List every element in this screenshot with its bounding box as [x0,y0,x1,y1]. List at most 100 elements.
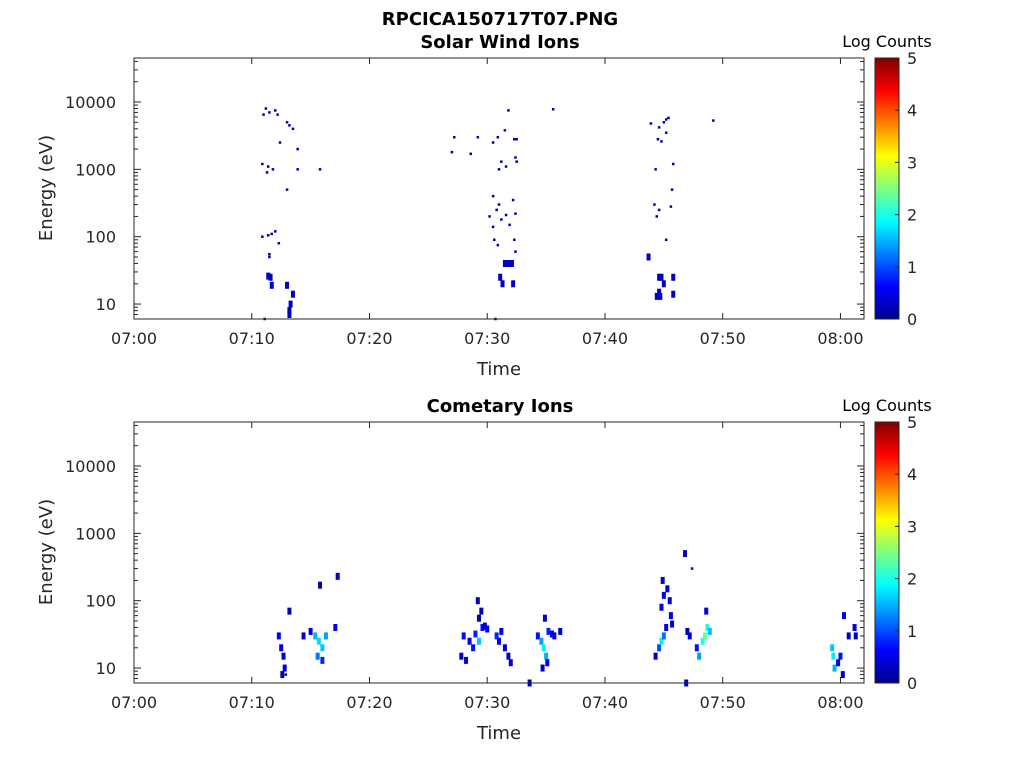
colorbar-label: Log Counts [842,32,932,51]
x-tick-label: 07:40 [582,329,628,348]
heatmap-cell [653,652,658,660]
heatmap-cell [697,652,702,660]
heatmap-cell [318,581,323,589]
heatmap-cell [659,637,664,645]
heatmap-cell [473,630,478,638]
heatmap-cell [670,620,675,628]
heatmap-cell [506,652,511,660]
heatmap-cell [491,141,495,144]
heatmap-cell [707,627,712,635]
heatmap-cell [515,137,518,141]
colorbar-tick-label: 5 [907,49,917,68]
heatmap-cell [461,632,466,640]
heatmap-cell [502,644,507,652]
heatmap-cell [694,644,699,652]
y-tick-label: 100 [85,228,116,247]
heatmap-cell [649,122,653,125]
colorbar [874,57,900,320]
heatmap-cell [287,310,292,318]
heatmap-cell [664,238,668,242]
heatmap-cell [656,137,660,141]
heatmap-cell [661,632,666,640]
colorbar-tick-label: 4 [907,465,917,484]
heatmap-cell [511,198,515,202]
colorbar-tick-label: 4 [907,101,917,120]
heatmap-cell [480,624,485,632]
heatmap-cell [502,260,507,268]
heatmap-cell [655,215,659,218]
heatmap-cell [853,632,858,640]
heatmap-cell [290,290,295,298]
heatmap-cell [268,252,271,256]
heatmap-cell [840,671,845,679]
heatmap-cell [496,135,500,139]
heatmap-cell [657,288,662,296]
colorbar-ticks: 0 1 2 3 4 5 [895,413,917,693]
heatmap-cell [514,250,517,253]
heatmap-cell [690,567,694,570]
y-tick-label: 10000 [65,457,116,476]
heatmap-cell [508,223,511,227]
heatmap-cell [274,109,277,112]
heatmap-cell [659,273,664,281]
heatmap-cell [266,165,270,168]
heatmap-cell [308,627,313,635]
heatmap-cells [276,550,858,687]
heatmap-cell [276,113,279,116]
heatmap-cell [669,205,673,208]
heatmap-cell [287,307,292,315]
heatmap-cell [285,281,290,289]
heatmap-cell [832,664,837,672]
colorbar-tick-label: 0 [907,310,917,329]
heatmap-cell [493,238,496,242]
heatmap-cell [667,597,672,605]
heatmap-cell [544,652,549,660]
heatmap-cell [476,135,480,139]
heatmap-cell [831,652,836,660]
heatmap-cell [703,632,708,640]
x-axis-label: Time [476,723,521,744]
colorbar [874,421,900,684]
heatmap-cell [266,272,271,280]
heatmap-cell [662,121,666,124]
x-tick-label: 08:00 [817,693,863,712]
heatmap-cell [687,632,692,640]
heatmap-cell [664,624,669,632]
heatmap-cell [287,607,292,615]
heatmap-cell [658,292,663,300]
colorbar-tick-label: 1 [907,622,917,641]
heatmap-cell [657,273,662,281]
x-tick-label: 07:00 [111,329,157,348]
heatmap-cell [846,632,851,640]
y-axis-label: Energy (eV) [36,135,57,241]
heatmap-cell [318,168,322,171]
x-tick-label: 07:10 [229,693,275,712]
colorbar-tick-label: 3 [907,153,917,172]
heatmap-cell [488,215,491,218]
heatmap-cell [453,135,456,139]
colorbar-tick-label: 0 [907,674,917,693]
heatmap-cell [660,576,665,584]
colorbar-tick-label: 2 [907,570,917,589]
heatmap-cell [491,225,495,229]
heatmap-cell [499,627,504,635]
heatmap-cell [333,624,338,632]
heatmap-cell [281,652,286,660]
heatmap-cell [291,127,295,131]
colorbar-tick-label: 2 [907,206,917,225]
heatmap-cell [508,659,513,667]
heatmap-cell [511,280,516,288]
heatmap-cell [836,659,841,667]
heatmap-cell [323,632,328,640]
heatmap-cell [270,232,274,236]
heatmap-cell [313,632,318,640]
heatmap-cell [279,644,284,652]
figure-title: RPCICA150717T07.PNG [382,9,618,30]
heatmap-cell [482,622,487,630]
heatmap-cell [491,194,495,198]
heatmap-cell [274,230,277,233]
x-tick-label: 07:50 [700,693,746,712]
heatmap-cell [712,119,715,122]
heatmap-cell [288,300,293,308]
heatmap-cell [838,652,843,660]
